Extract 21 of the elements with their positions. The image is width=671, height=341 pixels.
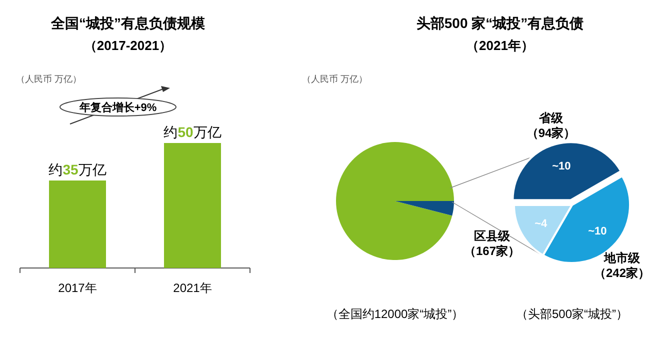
slice-label: 区县级（167家）: [464, 229, 520, 258]
text: （头部500家“城投”）: [516, 307, 628, 321]
chart-title: 全国“城投”有息负债规模: [50, 15, 206, 31]
data-label: 约35万亿: [48, 162, 106, 178]
text: （全国约12000家“城投”）: [326, 307, 464, 321]
pie-slice: [395, 201, 454, 216]
text: 年复合增长+9%: [78, 101, 157, 114]
data-label: ~4: [534, 218, 548, 230]
x-tick-label: 2021年: [173, 281, 212, 295]
data-label: 约50万亿: [164, 124, 222, 140]
x-tick-label: 2017年: [58, 281, 97, 295]
chart-subtitle: （2017-2021）: [84, 38, 172, 53]
text: 头部500 家“城投”有息负债: [416, 15, 584, 31]
data-label: ~10: [588, 225, 607, 238]
text: （人民币 万亿）: [16, 74, 82, 84]
text: （2021年）: [466, 38, 534, 53]
text: （人民币 万亿）: [302, 74, 368, 84]
slice-label: 地市级（242家）: [594, 251, 650, 280]
pie-slice: [336, 142, 454, 260]
slice-label: 省级（94家）: [526, 111, 576, 140]
data-label: ~10: [552, 160, 571, 172]
